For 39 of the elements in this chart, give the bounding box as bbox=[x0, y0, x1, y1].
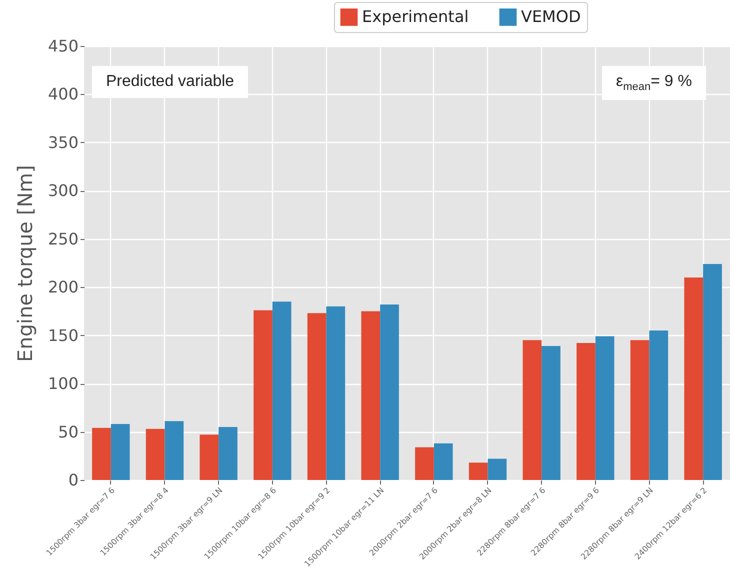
bar bbox=[146, 428, 165, 480]
bar bbox=[307, 313, 326, 480]
bar bbox=[542, 346, 560, 480]
bar bbox=[468, 462, 488, 480]
legend-label: Experimental bbox=[362, 7, 469, 26]
bar bbox=[684, 277, 704, 480]
bar bbox=[576, 343, 596, 480]
bar bbox=[218, 426, 238, 480]
y-tick-label: 400 bbox=[48, 84, 78, 104]
note-box: Predicted variable bbox=[92, 66, 248, 98]
y-tick-label: 250 bbox=[48, 229, 78, 248]
bar bbox=[110, 424, 130, 480]
note-box: ε$_{mean}$= 9 % bbox=[602, 66, 706, 100]
bar bbox=[415, 447, 434, 480]
y-tick-label: 0 bbox=[68, 470, 78, 490]
bar bbox=[595, 336, 614, 480]
legend-label: VEMOD bbox=[521, 7, 581, 26]
bar bbox=[361, 311, 380, 480]
bar bbox=[254, 310, 272, 480]
bar bbox=[630, 340, 650, 480]
bar bbox=[649, 330, 668, 480]
bar bbox=[92, 428, 111, 480]
bar bbox=[703, 264, 722, 480]
bar bbox=[164, 421, 184, 480]
bar bbox=[272, 302, 292, 480]
bar bbox=[522, 340, 542, 480]
y-axis-title: Engine torque [Nm] bbox=[12, 165, 37, 362]
y-tick-label: 450 bbox=[48, 36, 78, 56]
y-tick-label: 300 bbox=[48, 181, 78, 200]
bar bbox=[326, 306, 346, 480]
y-tick-label: 150 bbox=[48, 326, 78, 345]
y-tick-label: 100 bbox=[48, 374, 78, 394]
bar bbox=[434, 443, 453, 480]
bar bbox=[488, 458, 507, 480]
y-tick-label: 200 bbox=[48, 278, 78, 297]
bar bbox=[380, 304, 399, 480]
y-tick-label: 350 bbox=[48, 132, 78, 152]
bar bbox=[200, 434, 219, 480]
y-tick-label: 50 bbox=[58, 422, 78, 442]
